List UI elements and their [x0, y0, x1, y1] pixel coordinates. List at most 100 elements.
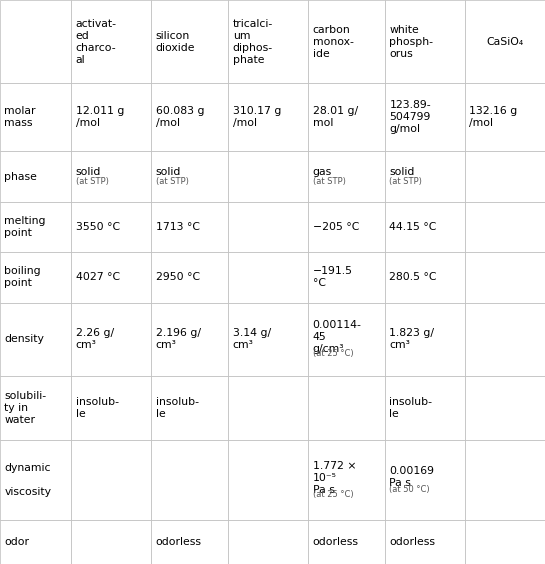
- Text: silicon
dioxide: silicon dioxide: [156, 30, 195, 52]
- Text: tricalci-
um
diphos-
phate: tricalci- um diphos- phate: [233, 19, 273, 65]
- Text: 28.01 g/
mol: 28.01 g/ mol: [313, 107, 358, 129]
- Text: (at 50 °C): (at 50 °C): [390, 485, 430, 494]
- Text: (at STP): (at STP): [390, 177, 422, 186]
- Bar: [152, 520, 228, 564]
- Bar: [465, 303, 545, 376]
- Bar: [465, 520, 545, 564]
- Text: (at STP): (at STP): [76, 177, 108, 186]
- Bar: [385, 152, 465, 201]
- Bar: [0, 520, 71, 564]
- Bar: [228, 83, 308, 152]
- Bar: [385, 0, 465, 83]
- Bar: [228, 201, 308, 252]
- Bar: [0, 376, 71, 440]
- Bar: [308, 83, 385, 152]
- Bar: [71, 83, 152, 152]
- Text: 12.011 g
/mol: 12.011 g /mol: [76, 107, 124, 129]
- Bar: [228, 252, 308, 303]
- Text: −205 °C: −205 °C: [313, 222, 359, 232]
- Bar: [308, 152, 385, 201]
- Bar: [228, 0, 308, 83]
- Bar: [71, 152, 152, 201]
- Text: gas: gas: [313, 167, 332, 177]
- Bar: [71, 376, 152, 440]
- Text: CaSiO₄: CaSiO₄: [486, 37, 524, 47]
- Text: 310.17 g
/mol: 310.17 g /mol: [233, 107, 281, 129]
- Text: (at 25 °C): (at 25 °C): [313, 490, 353, 499]
- Text: 3.14 g/
cm³: 3.14 g/ cm³: [233, 328, 271, 350]
- Text: 0.00114-
45
g/cm³: 0.00114- 45 g/cm³: [313, 320, 361, 354]
- Bar: [308, 303, 385, 376]
- Text: insolub-
le: insolub- le: [76, 397, 119, 419]
- Text: 3550 °C: 3550 °C: [76, 222, 120, 232]
- Text: 60.083 g
/mol: 60.083 g /mol: [156, 107, 204, 129]
- Bar: [152, 83, 228, 152]
- Bar: [228, 303, 308, 376]
- Text: melting
point: melting point: [4, 215, 46, 237]
- Bar: [152, 152, 228, 201]
- Bar: [385, 520, 465, 564]
- Text: 1.823 g/
cm³: 1.823 g/ cm³: [390, 328, 434, 350]
- Text: solid: solid: [390, 167, 415, 177]
- Bar: [465, 440, 545, 520]
- Text: 1.772 ×
10⁻⁵
Pa s: 1.772 × 10⁻⁵ Pa s: [313, 461, 356, 495]
- Bar: [71, 252, 152, 303]
- Bar: [152, 201, 228, 252]
- Bar: [465, 0, 545, 83]
- Text: −191.5
°C: −191.5 °C: [313, 266, 353, 288]
- Bar: [228, 520, 308, 564]
- Bar: [152, 376, 228, 440]
- Text: 2.196 g/
cm³: 2.196 g/ cm³: [156, 328, 201, 350]
- Text: molar
mass: molar mass: [4, 107, 36, 129]
- Text: odor: odor: [4, 537, 29, 547]
- Text: carbon
monox-
ide: carbon monox- ide: [313, 25, 354, 59]
- Bar: [152, 440, 228, 520]
- Bar: [465, 83, 545, 152]
- Bar: [0, 201, 71, 252]
- Text: activat-
ed
charco-
al: activat- ed charco- al: [76, 19, 117, 65]
- Bar: [465, 152, 545, 201]
- Bar: [385, 201, 465, 252]
- Text: odorless: odorless: [390, 537, 435, 547]
- Text: 2.26 g/
cm³: 2.26 g/ cm³: [76, 328, 114, 350]
- Bar: [0, 303, 71, 376]
- Bar: [385, 303, 465, 376]
- Bar: [465, 252, 545, 303]
- Text: insolub-
le: insolub- le: [390, 397, 433, 419]
- Text: (at 25 °C): (at 25 °C): [313, 349, 353, 358]
- Text: 280.5 °C: 280.5 °C: [390, 272, 437, 283]
- Text: solid: solid: [156, 167, 181, 177]
- Bar: [71, 303, 152, 376]
- Text: 2950 °C: 2950 °C: [156, 272, 200, 283]
- Text: 1713 °C: 1713 °C: [156, 222, 200, 232]
- Bar: [0, 440, 71, 520]
- Text: dynamic

viscosity: dynamic viscosity: [4, 463, 51, 497]
- Bar: [465, 376, 545, 440]
- Text: solubili-
ty in
water: solubili- ty in water: [4, 391, 46, 425]
- Bar: [385, 83, 465, 152]
- Bar: [0, 0, 71, 83]
- Text: density: density: [4, 334, 44, 344]
- Bar: [152, 252, 228, 303]
- Bar: [385, 440, 465, 520]
- Bar: [71, 520, 152, 564]
- Bar: [71, 0, 152, 83]
- Text: 132.16 g
/mol: 132.16 g /mol: [469, 107, 518, 129]
- Text: (at STP): (at STP): [156, 177, 189, 186]
- Bar: [0, 252, 71, 303]
- Bar: [465, 201, 545, 252]
- Bar: [0, 83, 71, 152]
- Text: white
phosph-
orus: white phosph- orus: [390, 25, 433, 59]
- Bar: [308, 0, 385, 83]
- Bar: [228, 376, 308, 440]
- Text: boiling
point: boiling point: [4, 266, 41, 288]
- Bar: [308, 520, 385, 564]
- Bar: [0, 152, 71, 201]
- Bar: [308, 201, 385, 252]
- Bar: [71, 440, 152, 520]
- Bar: [308, 252, 385, 303]
- Text: 4027 °C: 4027 °C: [76, 272, 120, 283]
- Bar: [152, 0, 228, 83]
- Text: insolub-
le: insolub- le: [156, 397, 199, 419]
- Bar: [152, 303, 228, 376]
